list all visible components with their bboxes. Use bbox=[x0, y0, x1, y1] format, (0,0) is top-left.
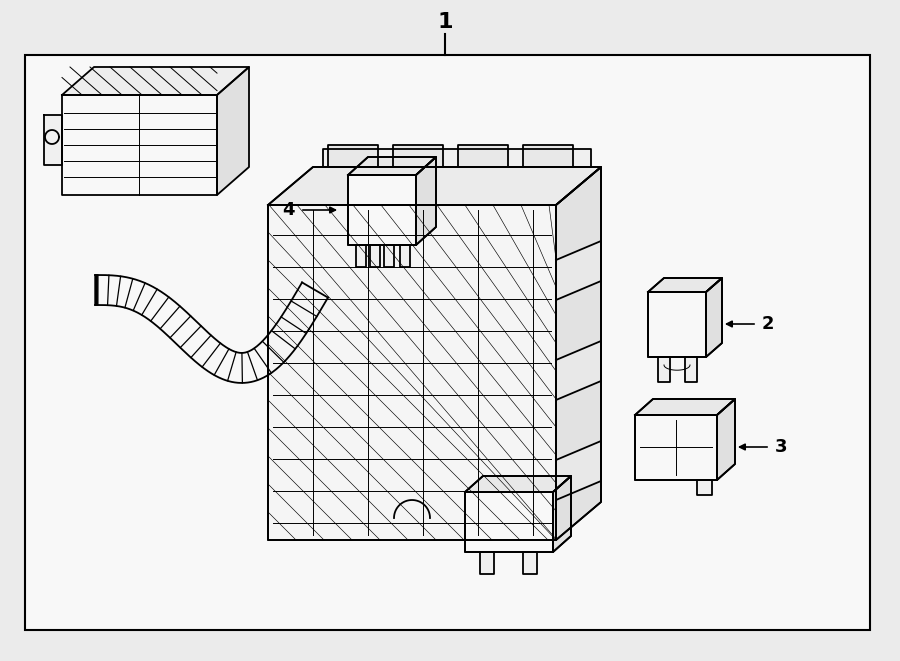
Polygon shape bbox=[556, 441, 601, 500]
Polygon shape bbox=[480, 552, 494, 574]
Polygon shape bbox=[523, 145, 573, 167]
Text: 2: 2 bbox=[762, 315, 775, 333]
Text: 4: 4 bbox=[283, 201, 295, 219]
Bar bbox=[25, 55, 870, 630]
Polygon shape bbox=[62, 67, 249, 95]
Polygon shape bbox=[400, 245, 410, 267]
Polygon shape bbox=[348, 157, 436, 175]
Polygon shape bbox=[44, 115, 62, 165]
Polygon shape bbox=[697, 480, 712, 495]
Polygon shape bbox=[370, 245, 380, 267]
Polygon shape bbox=[458, 145, 508, 167]
Polygon shape bbox=[635, 415, 717, 480]
Polygon shape bbox=[328, 145, 378, 167]
Polygon shape bbox=[393, 145, 443, 167]
Polygon shape bbox=[62, 95, 217, 195]
Polygon shape bbox=[635, 399, 735, 415]
Polygon shape bbox=[323, 149, 591, 167]
Polygon shape bbox=[268, 205, 556, 540]
Polygon shape bbox=[348, 175, 416, 245]
Polygon shape bbox=[706, 278, 722, 357]
Polygon shape bbox=[217, 67, 249, 195]
Polygon shape bbox=[465, 492, 553, 552]
Polygon shape bbox=[685, 357, 697, 382]
Text: 3: 3 bbox=[775, 438, 788, 456]
Polygon shape bbox=[553, 476, 571, 552]
Polygon shape bbox=[648, 292, 706, 357]
Text: 1: 1 bbox=[437, 12, 453, 32]
Polygon shape bbox=[465, 476, 571, 492]
Polygon shape bbox=[556, 241, 601, 300]
Polygon shape bbox=[556, 167, 601, 540]
Polygon shape bbox=[648, 278, 722, 292]
Polygon shape bbox=[416, 157, 436, 245]
Polygon shape bbox=[658, 357, 670, 382]
Polygon shape bbox=[356, 245, 366, 267]
Polygon shape bbox=[523, 552, 537, 574]
Polygon shape bbox=[556, 341, 601, 400]
Polygon shape bbox=[268, 167, 601, 205]
Polygon shape bbox=[384, 245, 394, 267]
Polygon shape bbox=[717, 399, 735, 480]
